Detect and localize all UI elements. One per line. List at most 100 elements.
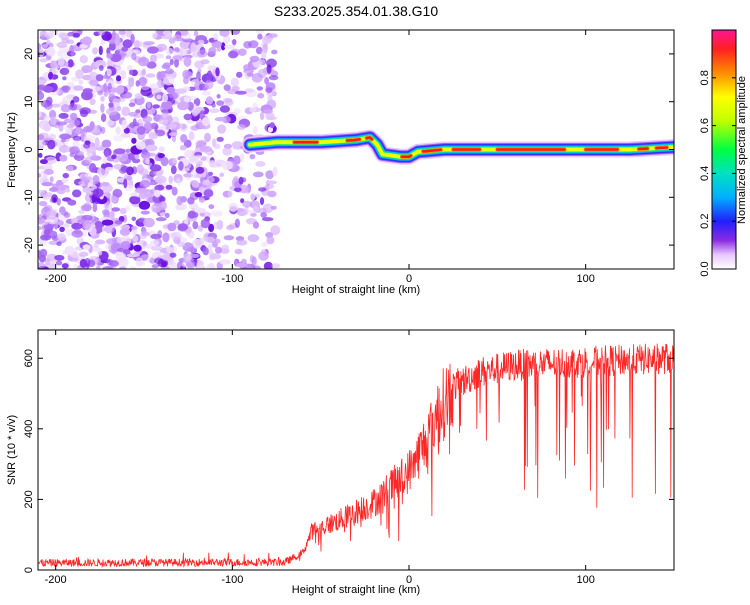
spectrogram-noise-cell [221,244,230,252]
spectrogram-noise-cell [68,257,79,262]
spectrogram-noise-cell [168,175,173,184]
spectrogram-noise-cell [63,118,72,124]
spectrogram-noise-cell [265,180,278,185]
snr-xlabel: Height of straight line (km) [292,584,420,596]
spectrogram-noise-cell [138,57,150,67]
spectrogram-noise-cell [97,30,105,36]
spectrogram-noise-cell [131,225,138,231]
spectrogram-noise-cell [61,263,69,269]
spectrogram-noise-cell [109,88,121,93]
spectrogram-noise-cell [165,68,174,75]
spectrogram-noise-cell [100,95,105,102]
spectrogram-image [38,30,674,269]
spectrogram-noise-cell [228,50,239,59]
spectrogram-noise-cell [81,90,93,101]
spectrogram-noise-cell [223,84,231,91]
spectrogram-noise-cell [188,131,195,141]
spectrogram-noise-cell [46,46,56,57]
spectrogram-noise-cell [51,257,57,267]
spectrogram-noise-cell [270,225,281,236]
spectrogram-noise-cell [154,175,167,184]
spectrogram-xtick-label: 0 [406,273,412,285]
spectrogram-noise-cell [99,173,107,179]
spectrogram-noise-cell [102,266,114,269]
spectrogram-noise-cell [257,59,266,65]
spectrogram-noise-cell [111,207,121,212]
spectrogram-noise-cell [206,154,211,163]
spectrogram-noise-cell [172,51,178,55]
spectrogram-noise-cell [72,189,82,198]
spectrogram-noise-cell [126,175,133,181]
spectrogram-noise-cell [192,221,199,230]
spectrogram-noise-cell [106,258,114,265]
spectrogram-noise-cell [97,90,103,96]
spectrogram-noise-cell [39,159,48,165]
spectrogram-noise-cell [41,43,49,49]
spectrogram-noise-cell [140,254,152,262]
colorbar-tick-label: 0.8 [699,70,711,85]
snr-ytick-label: 200 [23,490,35,508]
spectrogram-noise-cell [89,71,98,78]
spectrogram-noise-cell [242,200,253,208]
spectrogram-noise-cell [78,180,85,186]
spectrogram-noise-cell [72,96,80,103]
spectrogram-noise-cell [178,161,184,171]
spectrogram-noise-cell [78,79,84,85]
spectrogram-noise-cell [89,121,95,130]
spectrogram-noise-cell [126,253,139,258]
spectrogram-noise-cell [102,209,110,216]
spectrogram-noise-cell [230,30,241,35]
spectrogram-noise-cell [73,85,84,91]
spectrogram-noise-cell [69,146,80,155]
spectrogram-noise-cell [131,137,137,144]
spectrogram-noise-cell [38,76,47,85]
spectrogram-noise-cell [67,199,77,206]
spectrogram-noise-cell [106,107,118,116]
spectrogram-noise-cell [113,148,126,155]
spectrogram-noise-cell [249,192,256,201]
spectrogram-noise-cell [249,154,256,160]
spectrogram-ytick-label: 10 [23,96,35,108]
spectrogram-noise-cell [128,111,138,117]
spectrogram-noise-cell [204,79,214,90]
spectrogram-noise-cell [219,259,231,265]
spectrogram-noise-cell [215,246,222,254]
spectrogram-noise-cell [141,152,150,159]
spectrogram-noise-cell [142,115,153,123]
spectrogram-noise-cell [199,145,212,153]
snr-xtick-label: 0 [406,574,412,586]
spectrogram-noise-cell [151,245,163,251]
spectrogram-noise-cell [176,177,181,186]
spectrogram-noise-cell [89,98,96,106]
spectrogram-noise-cell [55,142,64,147]
spectrogram-noise-cell [79,43,88,49]
spectrogram-noise-cell [194,191,203,198]
spectrogram-noise-cell [111,154,117,159]
spectrogram-noise-cell [136,164,144,174]
spectrogram-noise-cell [235,262,248,268]
spectrogram-noise-cell [115,252,127,261]
colorbar: 0.0 0.2 0.4 0.6 0.8 Normalized spectral ampl… [699,29,748,277]
spectrogram-noise-cell [151,203,162,214]
spectrogram-noise-cell [143,121,153,132]
spectrogram-noise-cell [162,232,170,243]
spectrogram-noise-cell [40,234,52,241]
spectrogram-noise-cell [122,39,133,49]
spectrogram-noise-cell [267,33,278,38]
spectrogram-noise-cell [95,74,104,82]
spectrogram-noise-cell [116,75,122,82]
spectrogram-noise-cell [57,220,64,226]
spectrogram-noise-cell [149,240,160,246]
spectrogram-noise-cell [240,198,245,204]
spectrogram-noise-cell [165,184,173,190]
spectrogram-noise-cell [106,68,112,77]
spectrogram-noise-cell [266,236,275,245]
spectrogram-noise-cell [166,86,176,94]
spectrogram-noise-cell [45,210,54,220]
spectrogram-noise-cell [183,219,189,225]
spectrogram-noise-cell [118,30,126,35]
spectrogram-noise-cell [264,77,269,85]
spectrogram-noise-cell [160,156,169,167]
spectrogram-noise-cell [174,58,179,68]
